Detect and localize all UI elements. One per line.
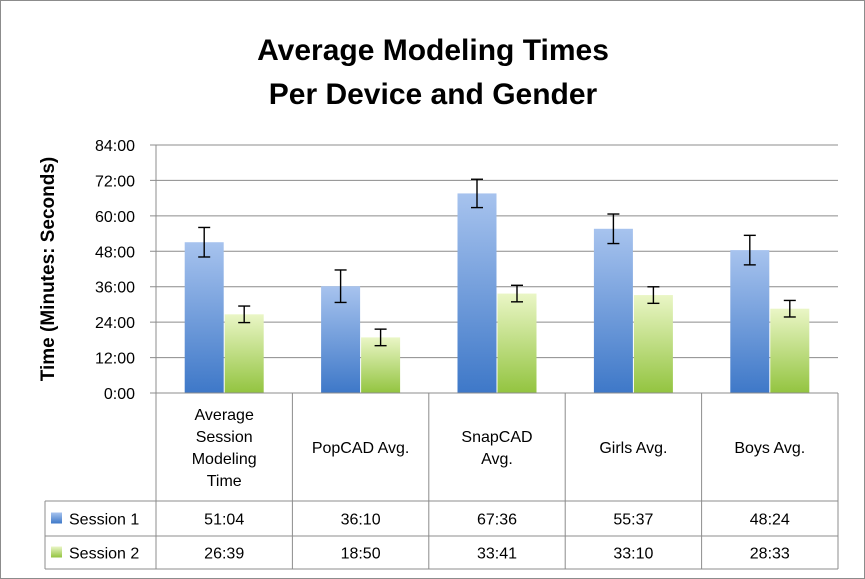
x-category-label: Modeling bbox=[192, 451, 257, 468]
bar-series1 bbox=[184, 242, 224, 393]
x-category-label: Session bbox=[196, 429, 253, 446]
bar-series1 bbox=[321, 286, 361, 393]
y-tick-labels: 0:00 12:00 24:00 36:00 48:00 60:00 72:00 84:00 bbox=[95, 138, 135, 403]
data-label: 26:39 bbox=[204, 546, 244, 563]
data-label: 55:37 bbox=[613, 512, 653, 529]
chart-title-line: Per Device and Gender bbox=[269, 78, 598, 111]
error-bars bbox=[198, 178, 796, 347]
x-category-label: SnapCAD bbox=[461, 429, 532, 446]
y-tick-label: 84:00 bbox=[95, 138, 135, 155]
data-label: 36:10 bbox=[341, 512, 381, 529]
y-axis-label: Time (Minutes: Seconds) bbox=[38, 157, 59, 382]
x-category-label: PopCAD Avg. bbox=[312, 440, 410, 457]
data-label: 18:50 bbox=[341, 546, 381, 563]
data-label: 51:04 bbox=[204, 512, 244, 529]
x-category-label: Girls Avg. bbox=[599, 440, 667, 457]
x-category-label: Average bbox=[195, 407, 254, 424]
y-axis-label-text: Time (Minutes: Seconds) bbox=[38, 157, 59, 382]
data-label: 33:41 bbox=[477, 546, 517, 563]
data-label: 67:36 bbox=[477, 512, 517, 529]
legend-key-series1 bbox=[51, 512, 62, 524]
bar-series2 bbox=[224, 314, 264, 393]
chart-title: Average Modeling Times Per Device and Gen… bbox=[257, 34, 609, 111]
y-tick-label: 72:00 bbox=[95, 173, 135, 190]
chart-title-line: Average Modeling Times bbox=[257, 34, 609, 67]
x-category-label: Boys Avg. bbox=[734, 440, 805, 457]
bar-series1 bbox=[730, 250, 770, 393]
bars bbox=[184, 193, 810, 393]
y-tick-label: 60:00 bbox=[95, 209, 135, 226]
data-label: 48:24 bbox=[750, 512, 790, 529]
data-label: 28:33 bbox=[750, 546, 790, 563]
bar-series2 bbox=[497, 293, 537, 393]
bar-series2 bbox=[361, 337, 401, 393]
y-tick-label: 24:00 bbox=[95, 315, 135, 332]
legend-label: Session 1 bbox=[69, 512, 139, 529]
data-label: 33:10 bbox=[613, 546, 653, 563]
bar-series2 bbox=[633, 295, 673, 393]
y-tick-label: 36:00 bbox=[95, 280, 135, 297]
y-tick-label: 0:00 bbox=[104, 386, 135, 403]
legend-label: Session 2 bbox=[69, 546, 139, 563]
x-category-label: Avg. bbox=[481, 451, 513, 468]
data-table: Average Session Modeling Time PopCAD Avg. Sna… bbox=[44, 392, 839, 570]
x-category-label: Time bbox=[207, 473, 242, 490]
y-tick-label: 48:00 bbox=[95, 244, 135, 261]
bar-series1 bbox=[593, 228, 633, 393]
legend-key-series2 bbox=[51, 546, 62, 558]
y-tick-label: 12:00 bbox=[95, 351, 135, 368]
bar-series1 bbox=[457, 193, 497, 393]
bar-series2 bbox=[770, 308, 810, 393]
